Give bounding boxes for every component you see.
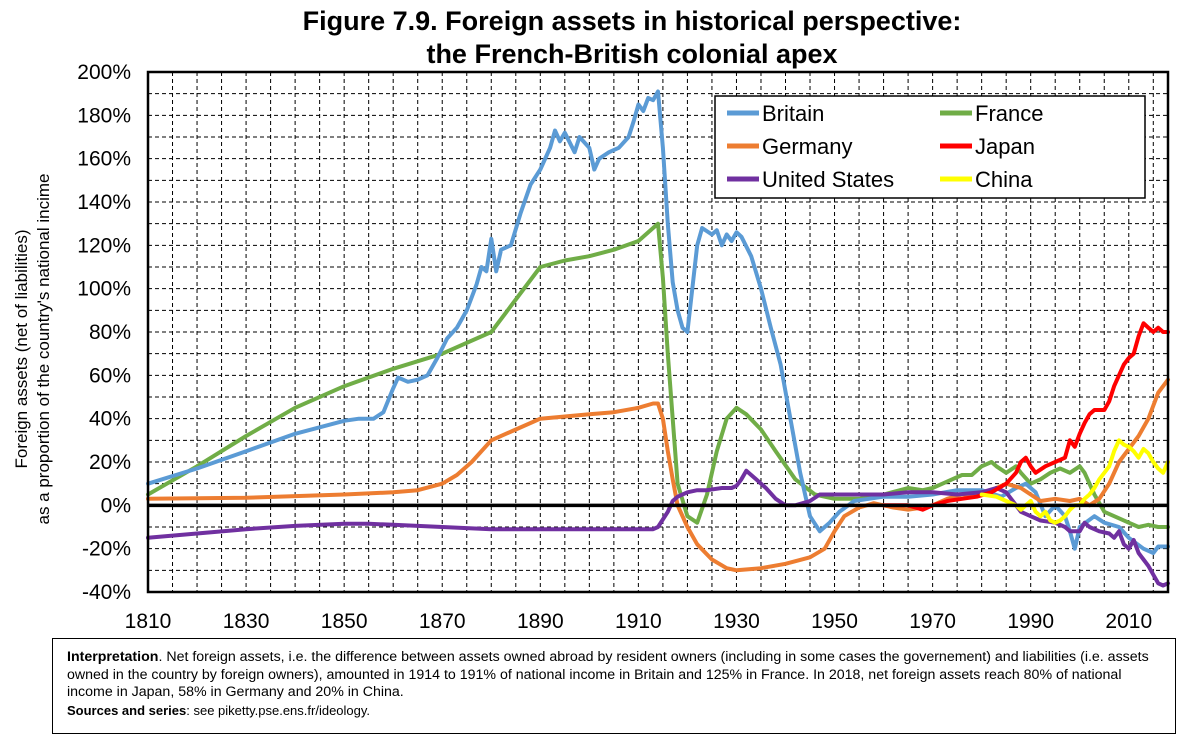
legend: Britain France Germany Japan United States Ch… [714, 95, 1146, 199]
chart-title-line-2: the French-British colonial apex [426, 39, 837, 69]
x-tick-label: 1890 [517, 610, 564, 633]
sources-label: Sources and series [67, 702, 187, 718]
chart-title-line-1: Figure 7.9. Foreign assets in historical… [303, 6, 962, 36]
y-tick-label: 0% [101, 494, 131, 517]
y-tick-label: 180% [77, 104, 131, 127]
chart: Figure 7.9. Foreign assets in historical… [12, 6, 1170, 633]
legend-label-united-states: United States [762, 167, 894, 192]
interpretation-note: Interpretation. Net foreign assets, i.e.… [52, 638, 1176, 734]
interpretation-label: Interpretation [67, 649, 159, 665]
legend-box [714, 95, 1146, 199]
x-tick-label: 1870 [419, 610, 466, 633]
y-tick-label: 100% [77, 278, 131, 301]
y-tick-label: -40% [82, 581, 131, 604]
legend-label-japan: Japan [975, 134, 1035, 159]
x-tick-label: 1810 [125, 610, 172, 633]
y-tick-label: 20% [89, 451, 131, 474]
legend-label-china: China [975, 167, 1033, 192]
sources-line: Sources and series: see piketty.pse.ens.… [67, 703, 370, 718]
series-line-japan [881, 321, 1170, 512]
x-tick-label: 1990 [1007, 610, 1054, 633]
interpretation-text: . Net foreign assets, i.e. the differenc… [67, 649, 1149, 700]
y-tick-label: 120% [77, 234, 131, 257]
plot-area-frame [146, 70, 1170, 594]
legend-label-france: France [975, 101, 1043, 126]
x-tick-label: 1950 [811, 610, 858, 633]
series-line-china [979, 438, 1170, 525]
series-line-france [146, 221, 1170, 529]
y-tick-label: 40% [89, 408, 131, 431]
x-tick-label: 1930 [713, 610, 760, 633]
y-axis-label-line-2: as a proportion of the country's nationa… [34, 174, 53, 525]
y-tick-label: 200% [77, 61, 131, 84]
x-tick-label: 2010 [1105, 610, 1152, 633]
series-line-germany [146, 377, 1170, 573]
x-tick-label: 1830 [223, 610, 270, 633]
y-axis-label-line-1: Foreign assets (net of liabilities) [12, 229, 31, 468]
y-tick-label: 140% [77, 191, 131, 214]
y-tick-label: 80% [89, 321, 131, 344]
legend-label-germany: Germany [762, 134, 852, 159]
x-tick-label: 1970 [909, 610, 956, 633]
series-lines [146, 89, 1170, 588]
x-tick-label: 1850 [321, 610, 368, 633]
y-tick-label: 60% [89, 364, 131, 387]
y-tick-label: 160% [77, 148, 131, 171]
sources-text: : see piketty.pse.ens.fr/ideology. [186, 702, 371, 718]
series-line-united-states [146, 468, 1170, 588]
legend-label-britain: Britain [762, 101, 824, 126]
x-tick-label: 1910 [615, 610, 662, 633]
y-tick-label: -20% [82, 538, 131, 561]
tick-labels: 200% 180% 160% 140% 120% 100% 80% 60% 40% 20% 0% -2… [77, 61, 1152, 633]
